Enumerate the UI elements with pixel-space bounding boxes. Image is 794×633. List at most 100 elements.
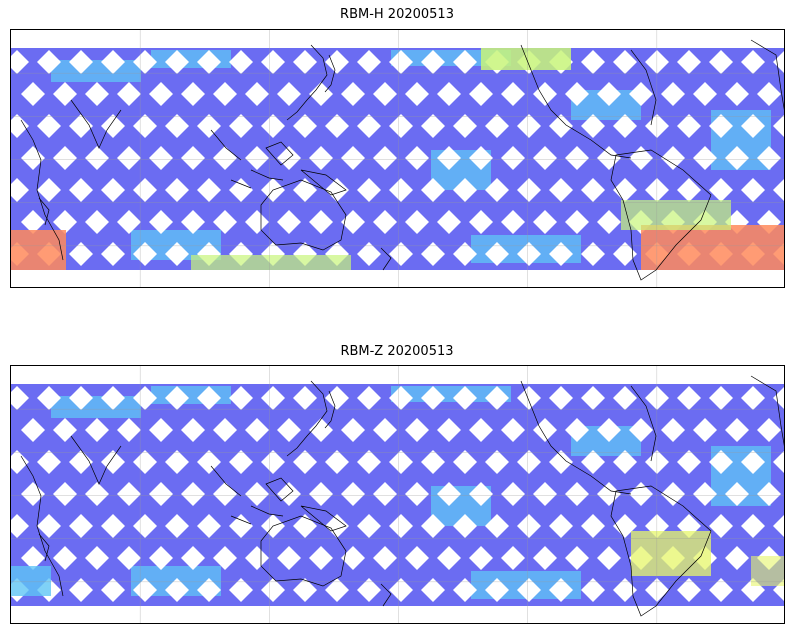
swath-gap	[21, 482, 45, 506]
swath-gap	[53, 482, 77, 506]
swath-gap	[133, 514, 157, 538]
swath-gap	[213, 418, 237, 442]
swath-gap	[293, 578, 317, 602]
swath-gap	[85, 482, 109, 506]
swath-gap	[533, 546, 557, 570]
map-panel-top	[10, 29, 785, 288]
swath-gap	[421, 514, 445, 538]
swath-gap	[325, 450, 349, 474]
swath-gap	[181, 418, 205, 442]
swath-gap	[437, 146, 461, 170]
swath-gap	[101, 578, 125, 602]
swath-gap	[133, 578, 157, 602]
swath-gap	[197, 514, 221, 538]
swath-gap	[165, 114, 189, 138]
swath-gap	[341, 418, 365, 442]
swath-gap	[501, 210, 525, 234]
swath-gap	[165, 514, 189, 538]
swath-gap	[549, 178, 573, 202]
swath-gap	[709, 50, 733, 74]
swath-gap	[229, 114, 253, 138]
coastline	[70, 435, 122, 485]
swath-gap	[11, 514, 29, 538]
swath-gap	[725, 82, 749, 106]
swath-gap	[85, 546, 109, 570]
swath-gap	[453, 386, 477, 410]
swath-gap	[341, 210, 365, 234]
swath-gap	[229, 50, 253, 74]
swath-gap	[741, 178, 765, 202]
swath-gap	[501, 546, 525, 570]
swath-gap	[357, 114, 381, 138]
swath-gap	[133, 450, 157, 474]
swath-gap	[389, 386, 413, 410]
swath-gap	[325, 578, 349, 602]
swath-gap	[709, 578, 733, 602]
swath-gap	[677, 578, 701, 602]
swath-gap	[37, 450, 61, 474]
swath-gap	[533, 210, 557, 234]
swath-gap	[293, 114, 317, 138]
swath-patch	[151, 386, 231, 404]
swath-gap	[741, 386, 765, 410]
swath-gap	[773, 515, 784, 537]
swath-gap	[197, 386, 221, 410]
swath-gap	[453, 578, 477, 602]
swath-gap	[229, 578, 253, 602]
swath-gap	[213, 546, 237, 570]
swath-gap	[101, 114, 125, 138]
swath-gap	[197, 178, 221, 202]
swath-gap	[181, 146, 205, 170]
swath-gap	[181, 210, 205, 234]
swath-gap	[229, 386, 253, 410]
swath-gap	[293, 50, 317, 74]
swath-gap	[11, 386, 29, 410]
swath-gap	[485, 178, 509, 202]
swath-gap	[165, 578, 189, 602]
swath-gap	[69, 178, 93, 202]
panel-title-bottom: RBM-Z 20200513	[340, 344, 454, 359]
swath-gap	[421, 242, 445, 266]
swath-gap	[245, 146, 269, 170]
swath-gap	[165, 178, 189, 202]
swath-gap	[117, 418, 141, 442]
swath-gap	[389, 114, 413, 138]
swath-gap	[581, 114, 605, 138]
swath-gap	[21, 146, 45, 170]
swath-gap	[677, 450, 701, 474]
swath-gap	[597, 210, 621, 234]
swath-gap	[165, 386, 189, 410]
swath-gap	[581, 450, 605, 474]
swath-gap	[725, 418, 749, 442]
swath-gap	[245, 82, 269, 106]
swath-gap	[69, 242, 93, 266]
coastline	[520, 44, 592, 141]
swath-gap	[469, 146, 493, 170]
coastline	[210, 465, 284, 525]
swath-gap	[133, 114, 157, 138]
coastline	[20, 455, 64, 597]
swath-gap	[421, 114, 445, 138]
coastline	[300, 169, 347, 196]
warm-region	[621, 200, 731, 230]
swath-gap	[277, 546, 301, 570]
swath-gap	[261, 50, 285, 74]
swath-gap	[597, 418, 621, 442]
swath-gap	[613, 450, 637, 474]
swath-gap	[437, 418, 461, 442]
swath-gap	[757, 146, 781, 170]
swath-gap	[341, 82, 365, 106]
swath-gap	[709, 386, 733, 410]
swath-gap	[133, 242, 157, 266]
swath-gap	[421, 50, 445, 74]
swath-gap	[757, 82, 781, 106]
swath-gap	[277, 82, 301, 106]
swath-gap	[421, 450, 445, 474]
swath-gap	[517, 450, 541, 474]
swath-gap	[757, 482, 781, 506]
swath-gap	[597, 482, 621, 506]
swath-gap	[581, 386, 605, 410]
swath-gap	[149, 546, 173, 570]
coastline	[70, 99, 122, 149]
swath-gap	[517, 242, 541, 266]
